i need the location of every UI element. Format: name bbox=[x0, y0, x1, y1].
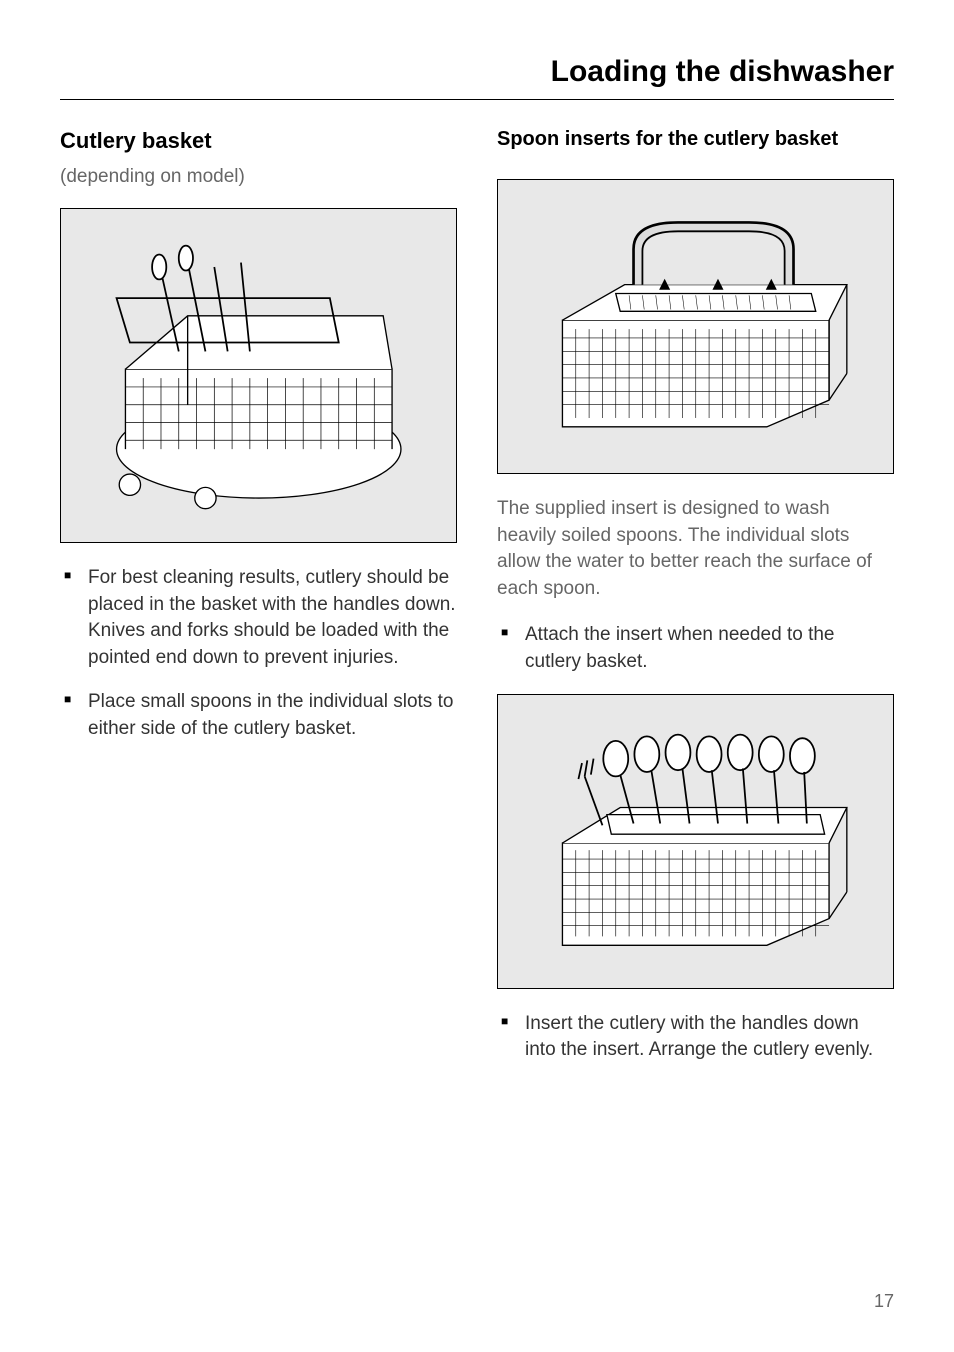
section-heading: Cutlery basket bbox=[60, 128, 457, 154]
content-area: Cutlery basket (depending on model) bbox=[60, 128, 894, 1082]
list-item: Attach the insert when needed to the cut… bbox=[497, 622, 894, 675]
cutlery-basket-illustration bbox=[60, 208, 457, 543]
model-note: (depending on model) bbox=[60, 166, 457, 188]
right-bullet-list-1: Attach the insert when needed to the cut… bbox=[497, 622, 894, 675]
spoon-insert-svg bbox=[518, 195, 874, 459]
paragraph: The supplied insert is designed to wash … bbox=[497, 496, 894, 602]
cutlery-in-insert-illustration bbox=[497, 694, 894, 989]
subheading: Spoon inserts for the cutlery basket bbox=[497, 128, 894, 151]
cutlery-insert-svg bbox=[518, 709, 874, 973]
list-item: Place small spoons in the individual slo… bbox=[60, 689, 457, 742]
left-bullet-list: For best cleaning results, cutlery shoul… bbox=[60, 565, 457, 743]
page-title: Loading the dishwasher bbox=[60, 55, 894, 89]
spoon-insert-illustration bbox=[497, 179, 894, 474]
page-number: 17 bbox=[874, 1291, 894, 1312]
list-item: For best cleaning results, cutlery shoul… bbox=[60, 565, 457, 671]
list-item: Insert the cutlery with the handles down… bbox=[497, 1011, 894, 1064]
page-header: Loading the dishwasher bbox=[60, 55, 894, 100]
right-column: Spoon inserts for the cutlery basket bbox=[497, 128, 894, 1082]
left-column: Cutlery basket (depending on model) bbox=[60, 128, 457, 1082]
right-bullet-list-2: Insert the cutlery with the handles down… bbox=[497, 1011, 894, 1064]
cutlery-basket-svg bbox=[81, 226, 437, 526]
